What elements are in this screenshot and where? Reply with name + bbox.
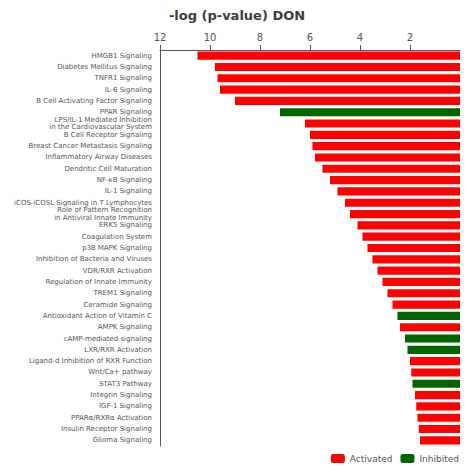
svg-text:Dendritic Cell Maturation: Dendritic Cell Maturation [64,165,152,173]
svg-text:Role of Pattern Recognition: Role of Pattern Recognition [57,206,152,215]
svg-text:Ceramide Signaling: Ceramide Signaling [84,301,152,309]
svg-text:Inhibition of Bacteria and Vir: Inhibition of Bacteria and Viruses [36,255,152,263]
svg-text:Inflammatory Airway Diseases: Inflammatory Airway Diseases [45,153,152,161]
svg-text:LXR/RXR Activation: LXR/RXR Activation [84,346,152,354]
svg-text:Activated: Activated [350,454,393,464]
svg-text:Inhibited: Inhibited [419,454,459,464]
svg-text:IL-1 Signaling: IL-1 Signaling [105,187,152,195]
svg-text:2: 2 [407,32,413,43]
svg-text:8: 8 [257,32,263,43]
svg-text:-log (p-value) DON: -log (p-value) DON [169,8,305,23]
svg-text:p38 MAPK Signaling: p38 MAPK Signaling [82,244,152,252]
svg-text:LPS/IL-1 Mediated Inhibition: LPS/IL-1 Mediated Inhibition [54,115,152,124]
svg-text:IL-6 Signaling: IL-6 Signaling [105,86,152,94]
svg-text:TNFR1 Signaling: TNFR1 Signaling [94,74,152,82]
svg-text:Breast Cancer Metastasis Signa: Breast Cancer Metastasis Signaling [29,142,152,150]
svg-text:Diabetes Mellitus Signaling: Diabetes Mellitus Signaling [57,63,152,71]
svg-text:VDR/RXR Activation: VDR/RXR Activation [83,267,152,275]
svg-text:Regulation of Innate Immunity: Regulation of Innate Immunity [46,278,153,286]
svg-text:AMPK Signaling: AMPK Signaling [98,323,152,331]
svg-text:ERK5 Signaling: ERK5 Signaling [99,221,152,229]
svg-text:B Cell Receptor Signaling: B Cell Receptor Signaling [64,131,152,139]
svg-text:12: 12 [154,32,167,43]
svg-text:cAMP-mediated signaling: cAMP-mediated signaling [64,335,152,343]
svg-text:in Antiviral Innate Immunity: in Antiviral Innate Immunity [54,213,152,222]
svg-text:STAT3 Pathway: STAT3 Pathway [99,380,152,388]
svg-text:Insulin Receptor Signaling: Insulin Receptor Signaling [61,425,152,433]
svg-text:in the Cardiovascular System: in the Cardiovascular System [49,123,152,132]
svg-text:Ligand-d Inhibition of RXR Fun: Ligand-d Inhibition of RXR Function [29,357,152,365]
svg-text:Integrin Signaling: Integrin Signaling [90,391,152,399]
svg-text:Glioma Signaling: Glioma Signaling [93,436,152,444]
svg-text:PPAR Signaling: PPAR Signaling [99,108,152,117]
svg-text:Coagulation System: Coagulation System [82,233,152,241]
svg-text:6: 6 [307,32,313,43]
svg-text:4: 4 [357,32,363,43]
svg-text:iCOS-iCOSL Signaling in T Lymp: iCOS-iCOSL Signaling in T Lymphocytes [14,198,152,207]
svg-text:Antioxidant Action of Vitamin: Antioxidant Action of Vitamin C [43,312,152,320]
svg-text:TREM1 Signaling: TREM1 Signaling [92,289,152,297]
svg-text:HMGB1 Signaling: HMGB1 Signaling [91,52,152,60]
svg-text:IGF-1 Signaling: IGF-1 Signaling [99,402,152,410]
svg-text:Wnt/Ca+ pathway: Wnt/Ca+ pathway [88,368,152,376]
svg-text:B Cell Activating Factor Signa: B Cell Activating Factor Signaling [36,97,152,105]
svg-text:NF-κB Signaling: NF-κB Signaling [97,176,152,184]
svg-text:10: 10 [204,32,217,43]
svg-text:PPARα/RXRα Activation: PPARα/RXRα Activation [71,414,152,422]
